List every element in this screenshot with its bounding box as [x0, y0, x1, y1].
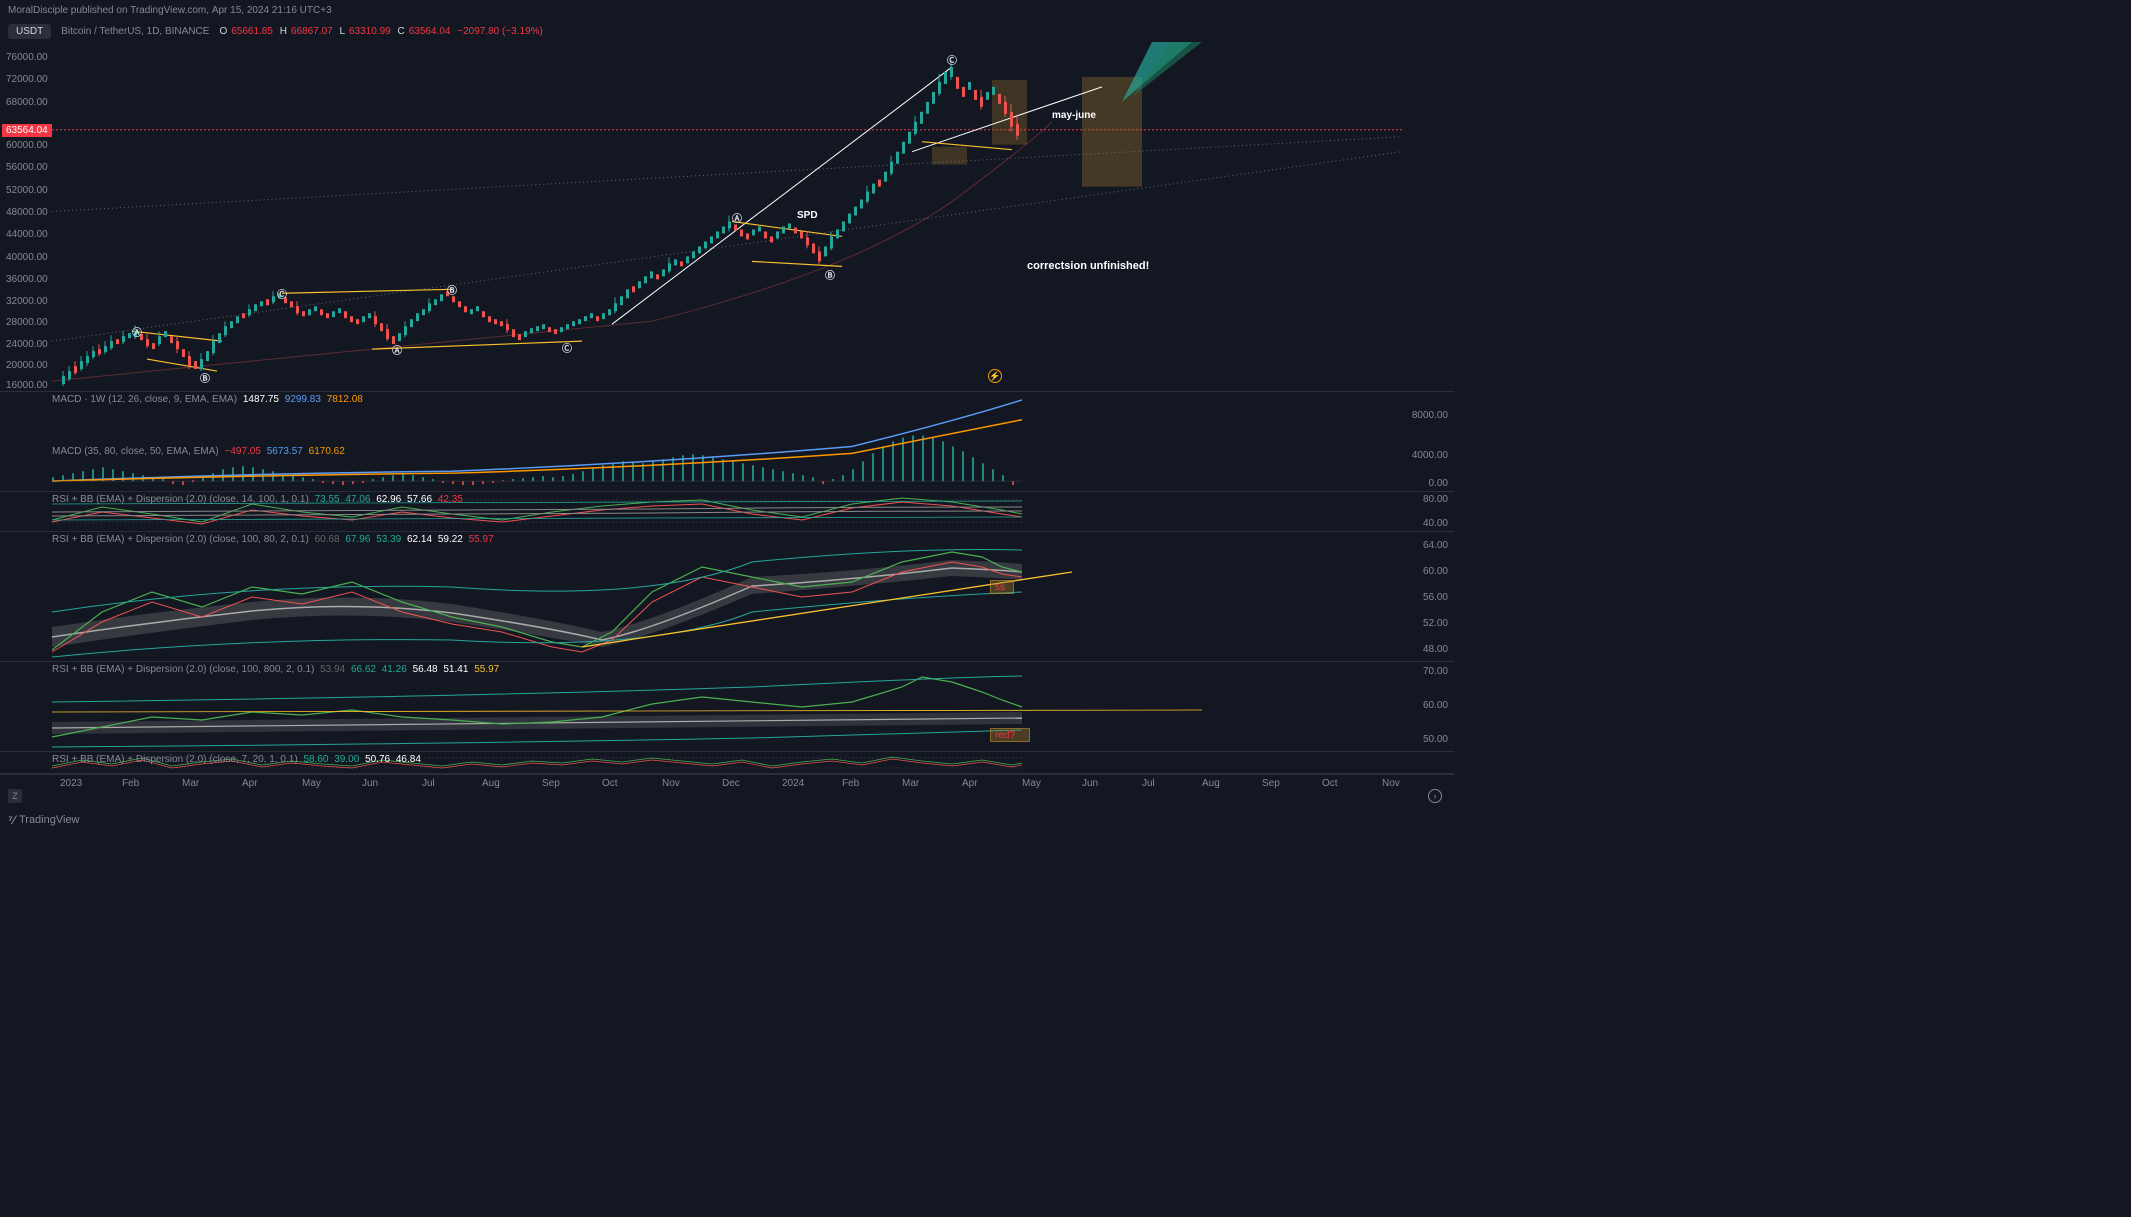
- change-value: −2097.80 (−3.19%): [457, 26, 543, 37]
- current-price-label: 63564.04: [2, 124, 52, 137]
- y-tick: 48000.00: [6, 207, 48, 218]
- x-tick: Mar: [182, 778, 199, 789]
- y-tick: 16000.00: [6, 380, 48, 391]
- y-tick: 32000.00: [6, 296, 48, 307]
- footer: ⁷⁄ TradingView: [0, 809, 88, 831]
- x-tick: 2023: [60, 778, 82, 789]
- symbol-info[interactable]: Bitcoin / TetherUS, 1D, BINANCE: [61, 26, 209, 37]
- x-tick: Apr: [242, 778, 258, 789]
- price-chart-area[interactable]: Ⓐ Ⓑ Ⓒ Ⓐ Ⓑ Ⓒ Ⓐ Ⓑ Ⓒ SPD correctsion unfini…: [52, 42, 1402, 391]
- y-tick: 76000.00: [6, 52, 48, 63]
- x-tick: Aug: [1202, 778, 1220, 789]
- x-tick: May: [302, 778, 321, 789]
- y-tick: 20000.00: [6, 360, 48, 371]
- y-tick: 56000.00: [6, 162, 48, 173]
- x-tick: Jun: [1082, 778, 1098, 789]
- rsi4-label: RSI + BB (EMA) + Dispersion (2.0) (close…: [52, 754, 424, 765]
- x-tick: Dec: [722, 778, 740, 789]
- published-on: published on TradingView.com,: [71, 5, 209, 16]
- x-tick: Jun: [362, 778, 378, 789]
- o-label: O: [219, 26, 227, 37]
- rsi3-svg: [0, 662, 1454, 752]
- x-tick: Jul: [1142, 778, 1155, 789]
- time-axis: 2023 Feb Mar Apr May Jun Jul Aug Sep Oct…: [0, 774, 1454, 794]
- x-tick: Sep: [542, 778, 560, 789]
- wave-label-a2: Ⓐ: [392, 342, 402, 357]
- y-tick: 72000.00: [6, 74, 48, 85]
- macd-svg: [0, 392, 1454, 491]
- wave-label-b1: Ⓑ: [200, 370, 210, 385]
- correction-annotation: correctsion unfinished!: [1027, 260, 1149, 272]
- tradingview-logo-icon: ⁷⁄: [8, 813, 15, 827]
- x-tick: Nov: [1382, 778, 1400, 789]
- rsi3-label: RSI + BB (EMA) + Dispersion (2.0) (close…: [52, 664, 502, 675]
- x-tick: 2024: [782, 778, 804, 789]
- h-label: H: [280, 26, 287, 37]
- tradingview-brand[interactable]: TradingView: [19, 814, 80, 826]
- x-tick: Sep: [1262, 778, 1280, 789]
- candlesticks: [62, 60, 1019, 386]
- y-tick: 44000.00: [6, 229, 48, 240]
- wave-label-c3: Ⓒ: [947, 52, 957, 67]
- wave-label-c1: Ⓒ: [277, 286, 287, 301]
- price-svg: [52, 42, 1402, 391]
- publish-date: Apr 15, 2024 21:16 UTC+3: [212, 5, 332, 16]
- low-value: 63310.99: [349, 26, 391, 37]
- y-tick: 52000.00: [6, 185, 48, 196]
- y-tick: 68000.00: [6, 97, 48, 108]
- rsi4-panel[interactable]: RSI + BB (EMA) + Dispersion (2.0) (close…: [0, 752, 1454, 774]
- publisher-name: MoralDisciple: [8, 5, 68, 16]
- y-tick: 40000.00: [6, 252, 48, 263]
- rsi2-label: RSI + BB (EMA) + Dispersion (2.0) (close…: [52, 534, 497, 545]
- main-price-chart[interactable]: 63564.04 76000.00 72000.00 68000.00 6000…: [0, 42, 1454, 392]
- mayjune-annotation: may-june: [1052, 110, 1096, 121]
- wave-label-a3: Ⓐ: [732, 210, 742, 225]
- wave-label-b2: Ⓑ: [447, 282, 457, 297]
- y-tick: 36000.00: [6, 274, 48, 285]
- x-tick: Apr: [962, 778, 978, 789]
- l-label: L: [339, 26, 345, 37]
- wave-label-c2: Ⓒ: [562, 340, 572, 355]
- scroll-right-badge[interactable]: ›: [1428, 789, 1442, 803]
- publish-header: MoralDisciple published on TradingView.c…: [0, 0, 1454, 20]
- ohlc-display: O65661.85 H66867.07 L63310.99 C63564.04 …: [219, 26, 546, 37]
- rsi1-label: RSI + BB (EMA) + Dispersion (2.0) (close…: [52, 494, 466, 505]
- rsi3-panel[interactable]: RSI + BB (EMA) + Dispersion (2.0) (close…: [0, 662, 1454, 752]
- y-tick: 28000.00: [6, 317, 48, 328]
- high-value: 66867.07: [291, 26, 333, 37]
- wave-label-b3: Ⓑ: [825, 267, 835, 282]
- rsi2-panel[interactable]: RSI + BB (EMA) + Dispersion (2.0) (close…: [0, 532, 1454, 662]
- rsi1-panel[interactable]: RSI + BB (EMA) + Dispersion (2.0) (close…: [0, 492, 1454, 532]
- macd-panel[interactable]: MACD · 1W (12, 26, close, 9, EMA, EMA) 1…: [0, 392, 1454, 492]
- x-tick: Oct: [1322, 778, 1338, 789]
- wave-label-a1: Ⓐ: [132, 324, 142, 339]
- rsi2-svg: [0, 532, 1454, 662]
- ss-label: ss: [991, 582, 1005, 593]
- x-tick: Feb: [842, 778, 859, 789]
- x-tick: Aug: [482, 778, 500, 789]
- macd2-label: MACD (35, 80, close, 50, EMA, EMA) −497.…: [52, 446, 348, 457]
- quote-currency-button[interactable]: USDT: [8, 24, 51, 39]
- spd-label: SPD: [797, 210, 818, 221]
- symbol-toolbar: USDT Bitcoin / TetherUS, 1D, BINANCE O 65…: [0, 20, 1454, 42]
- y-tick: 24000.00: [6, 339, 48, 350]
- ss-box: ss: [990, 580, 1014, 594]
- x-tick: Feb: [122, 778, 139, 789]
- close-value: 63564.04: [409, 26, 451, 37]
- x-tick: Oct: [602, 778, 618, 789]
- c-label: C: [398, 26, 405, 37]
- y-axis-left: 63564.04 76000.00 72000.00 68000.00 6000…: [0, 42, 50, 391]
- x-tick: Nov: [662, 778, 680, 789]
- replay-icon[interactable]: ⚡: [988, 369, 1002, 383]
- z-badge[interactable]: Z: [8, 789, 22, 803]
- x-tick: May: [1022, 778, 1041, 789]
- red-box: red?: [990, 728, 1030, 742]
- y-tick: 60000.00: [6, 140, 48, 151]
- macd1-label: MACD · 1W (12, 26, close, 9, EMA, EMA) 1…: [52, 394, 366, 405]
- x-tick: Mar: [902, 778, 919, 789]
- x-tick: Jul: [422, 778, 435, 789]
- open-value: 65661.85: [231, 26, 273, 37]
- red-q-label: red?: [991, 730, 1015, 741]
